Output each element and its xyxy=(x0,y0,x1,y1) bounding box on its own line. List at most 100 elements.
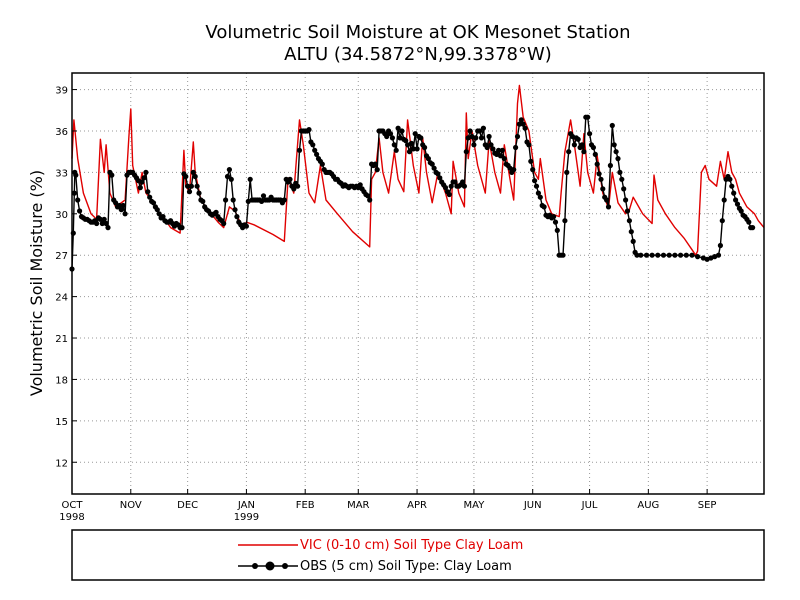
obs-data-point xyxy=(520,121,526,127)
obs-data-point xyxy=(160,214,166,220)
obs-data-point xyxy=(186,189,193,195)
obs-data-point xyxy=(575,136,581,142)
obs-data-point xyxy=(596,171,602,177)
obs-data-point xyxy=(99,220,105,227)
obs-data-point xyxy=(626,218,633,224)
obs-data-point xyxy=(393,147,399,153)
x-tick-label: JAN xyxy=(237,500,255,511)
legend-obs-marker xyxy=(252,563,258,569)
obs-data-point xyxy=(312,147,318,153)
obs-data-point xyxy=(118,207,124,213)
series-1 xyxy=(69,114,756,272)
obs-data-point xyxy=(414,146,420,152)
obs-data-point xyxy=(564,169,570,175)
x-tick-label: MAR xyxy=(347,500,369,511)
obs-data-point xyxy=(435,171,441,177)
obs-data-point xyxy=(717,242,724,249)
obs-data-point xyxy=(446,191,452,198)
obs-data-point xyxy=(97,216,103,222)
obs-data-point xyxy=(422,144,428,151)
y-tick-label: 18 xyxy=(55,375,68,386)
obs-data-point xyxy=(418,135,424,141)
vic-series-line xyxy=(71,84,765,256)
obs-data-point xyxy=(372,161,378,167)
obs-data-point xyxy=(374,167,380,173)
obs-data-point xyxy=(581,149,587,155)
obs-data-point xyxy=(649,252,655,258)
obs-data-point xyxy=(232,207,238,213)
obs-data-point xyxy=(598,176,604,182)
obs-data-point xyxy=(535,190,542,196)
obs-data-point xyxy=(113,200,119,206)
obs-data-point xyxy=(185,183,191,189)
obs-data-point xyxy=(389,135,395,141)
obs-data-point xyxy=(194,183,200,189)
obs-data-point xyxy=(154,207,160,213)
x-tick-label: MAY xyxy=(464,500,486,511)
obs-data-point xyxy=(431,165,437,171)
obs-data-point xyxy=(486,133,492,140)
obs-data-point xyxy=(94,220,100,227)
obs-data-point xyxy=(490,146,496,152)
obs-data-point xyxy=(541,204,547,210)
obs-data-point xyxy=(145,189,151,195)
obs-data-point xyxy=(467,128,473,134)
obs-data-point xyxy=(514,133,521,140)
obs-data-point xyxy=(295,183,301,189)
obs-data-point xyxy=(497,153,504,159)
obs-data-point xyxy=(478,135,485,141)
x-tick-label: DEC xyxy=(177,500,198,511)
obs-data-point xyxy=(471,142,477,148)
obs-data-point xyxy=(460,179,466,185)
obs-data-point xyxy=(410,146,416,152)
y-axis-ticks: 12 15 18 21 24 27 30 33 36 39 xyxy=(55,86,77,469)
obs-data-point xyxy=(638,252,644,258)
obs-data-point xyxy=(600,186,606,192)
obs-data-point xyxy=(619,176,625,182)
obs-data-point xyxy=(621,186,627,192)
obs-data-point xyxy=(537,194,543,200)
obs-data-point xyxy=(188,183,194,189)
obs-data-point xyxy=(551,214,557,220)
obs-data-point xyxy=(314,151,320,157)
obs-data-point xyxy=(75,197,81,203)
obs-data-point xyxy=(116,202,122,209)
obs-data-point xyxy=(528,158,534,164)
obs-data-point xyxy=(190,169,196,175)
obs-data-point xyxy=(213,209,219,215)
obs-data-point xyxy=(499,147,505,153)
obs-data-point xyxy=(226,167,232,173)
obs-data-point xyxy=(634,252,640,258)
obs-data-point xyxy=(71,190,77,196)
obs-data-point xyxy=(630,238,636,244)
obs-data-point xyxy=(729,183,735,189)
obs-data-point xyxy=(196,190,202,196)
obs-data-point xyxy=(513,144,519,151)
y-tick-label: 15 xyxy=(55,417,68,428)
y-axis-label: Volumetric Soil Moisture (%) xyxy=(27,170,46,396)
y-tick-label: 33 xyxy=(55,168,68,179)
obs-data-point xyxy=(281,197,287,203)
obs-data-point xyxy=(103,220,109,227)
obs-data-point xyxy=(395,125,401,131)
obs-data-point xyxy=(406,149,413,155)
x-tick-label: APR xyxy=(407,500,427,511)
x-tick-label: SEP xyxy=(698,500,717,511)
obs-data-point xyxy=(221,220,227,227)
obs-data-point xyxy=(533,183,540,189)
obs-data-point xyxy=(719,218,725,224)
x-tick-label: OCT xyxy=(62,500,84,511)
obs-data-point xyxy=(192,173,198,180)
obs-data-point xyxy=(734,201,741,207)
obs-data-point xyxy=(592,151,598,157)
obs-data-point xyxy=(137,185,143,191)
obs-data-point xyxy=(183,173,189,180)
obs-data-point xyxy=(437,175,443,181)
x-tick-year-label: 1999 xyxy=(234,512,259,523)
obs-data-point xyxy=(731,190,737,196)
obs-data-point xyxy=(721,197,727,203)
legend-obs-label: OBS (5 cm) Soil Type: Clay Loam xyxy=(300,559,512,574)
y-tick-label: 12 xyxy=(55,458,68,469)
x-tick-year-label: 1998 xyxy=(59,512,84,523)
obs-data-point xyxy=(408,140,414,146)
